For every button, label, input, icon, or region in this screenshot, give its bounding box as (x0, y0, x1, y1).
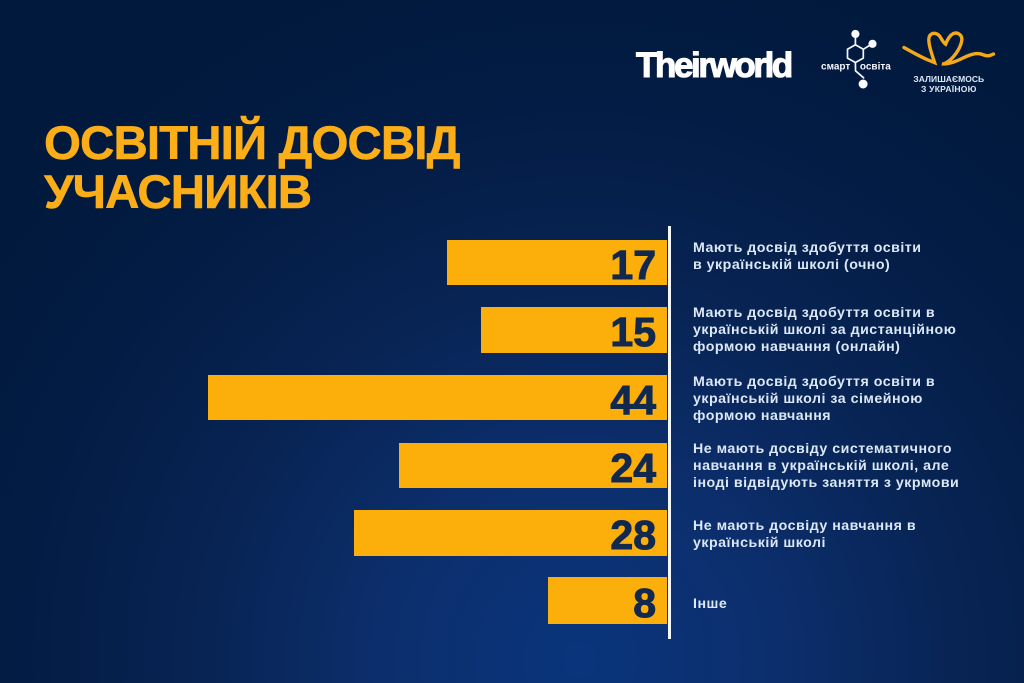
svg-text:З УКРАЇНОЮ: З УКРАЇНОЮ (921, 84, 977, 94)
svg-text:ЗАЛИШАЄМОСЬ: ЗАЛИШАЄМОСЬ (913, 74, 984, 84)
svg-text:смарт: смарт (821, 62, 850, 73)
svg-text:освіта: освіта (860, 62, 891, 73)
